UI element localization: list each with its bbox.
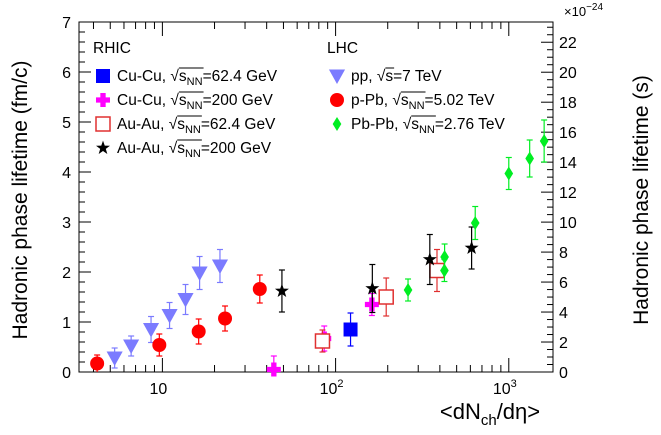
data-point-cross [266, 362, 281, 377]
y-tick-label-left: 5 [62, 115, 71, 132]
y-tick-label-right: 0 [559, 365, 568, 382]
data-point-star [464, 240, 479, 254]
y-tick-label-right: 14 [559, 155, 577, 172]
data-markers [90, 119, 549, 377]
data-point-circle [90, 356, 105, 371]
x-axis-label: <dNch/dη> [440, 399, 540, 429]
x-tick-label: 103 [493, 378, 517, 398]
y-tick-label-left: 3 [62, 215, 71, 232]
data-point-circle [191, 324, 206, 339]
y-tick-label-right: 22 [559, 35, 577, 52]
plot-frame [78, 21, 554, 373]
legend-entry-label: Cu-Cu, √sNN=200 GeV [117, 92, 273, 112]
legend-marker-star [96, 140, 110, 154]
y-tick-label-left: 6 [62, 65, 71, 82]
y-tick-label-right: 12 [559, 185, 577, 202]
data-point-open-square [378, 289, 394, 305]
y-tick-label-right: 16 [559, 125, 577, 142]
data-point-triangle-down [106, 351, 123, 367]
y-tick-label-left: 0 [62, 365, 71, 382]
legend: RHIC LHC Cu-Cu, √sNN=62.4 GeV Cu-Cu, √sNN=2… [93, 40, 505, 160]
data-point-triangle-down [177, 293, 194, 308]
legend-marker-open-square [95, 116, 111, 132]
data-point-star [274, 283, 289, 297]
data-point-open-square [314, 333, 331, 349]
legend-marker-circle [330, 93, 344, 107]
data-point-diamond [470, 216, 480, 230]
data-point-diamond [539, 134, 549, 148]
y-tick-label-right: 10 [559, 215, 577, 232]
y-tick-label-left: 4 [62, 165, 71, 182]
data-point-diamond [403, 283, 413, 297]
legend-marker-triangle-down [328, 69, 346, 85]
x-tick-label: 10 [149, 381, 167, 398]
data-point-diamond [504, 166, 514, 181]
series-5-circle [90, 274, 267, 372]
legend-entry-label: Au-Au, √sNN=200 GeV [117, 140, 272, 160]
legend-entry-label: Pb-Pb, √sNN=2.76 TeV [351, 116, 505, 136]
data-point-circle [152, 338, 167, 352]
y-axis-label-left: Hadronic phase lifetime (fm/c) [9, 61, 32, 340]
legend-entry-label: p-Pb, √sNN=5.02 TeV [351, 92, 495, 112]
y-tick-label-right: 8 [559, 245, 568, 262]
data-point-triangle-down [191, 266, 208, 282]
data-point-triangle-down [211, 259, 229, 275]
series-6-diamond [403, 119, 549, 302]
y-axis-label-right: Hadronic phase lifetime (s) [630, 75, 653, 325]
data-point-triangle-down [142, 323, 160, 338]
y-tick-label-left: 1 [62, 315, 71, 332]
legend-entry-label: Cu-Cu, √sNN=62.4 GeV [117, 68, 278, 88]
y-tick-label-right: 18 [559, 95, 577, 112]
legend-group-title: RHIC [93, 40, 131, 57]
legend-group-title: LHC [327, 40, 358, 57]
data-point-star [365, 281, 380, 295]
y-tick-label-right: 20 [559, 65, 577, 82]
right-axis-multiplier: ×10−24 [564, 2, 603, 19]
series-2-open-square [314, 248, 445, 353]
y-tick-label-right: 6 [559, 275, 568, 292]
y-tick-label-left: 7 [62, 15, 71, 32]
data-point-square [343, 322, 358, 337]
data-point-star [422, 252, 437, 266]
legend-marker-square [96, 69, 110, 83]
data-point-diamond [440, 250, 449, 264]
legend-marker-diamond [332, 117, 342, 131]
data-point-circle [252, 282, 267, 296]
data-point-triangle-down [161, 309, 178, 324]
legend-entry-label: pp, √s=7 TeV [351, 68, 442, 85]
series-4-triangle-down [106, 248, 229, 369]
data-point-triangle-down [123, 339, 140, 355]
y-tick-label-right: 4 [559, 305, 568, 322]
data-point-circle [218, 311, 233, 326]
legend-marker-cross [96, 93, 110, 107]
legend-entry-label: Au-Au, √sNN=62.4 GeV [117, 116, 276, 136]
y-tick-label-right: 2 [559, 335, 568, 352]
y-tick-label-left: 2 [62, 265, 71, 282]
x-tick-label: 102 [320, 378, 344, 398]
series-0-square [343, 312, 358, 347]
data-point-diamond [525, 151, 535, 166]
